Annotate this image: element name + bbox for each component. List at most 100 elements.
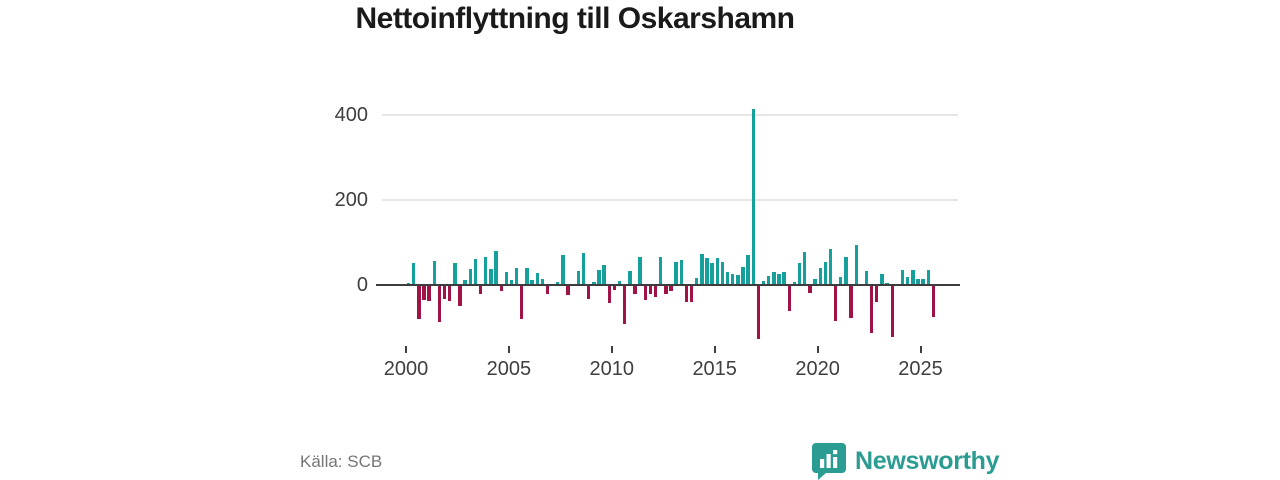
- bar-q97: [905, 276, 910, 285]
- chart-title: Nettoinflyttning till Oskarshamn: [355, 2, 795, 35]
- bar-q49: [659, 256, 663, 285]
- bar-q55: [689, 285, 694, 302]
- x-tick-2025: [919, 346, 922, 353]
- bar-q70: [767, 275, 771, 285]
- gridline-y400: [382, 114, 958, 116]
- gridline-y200: [382, 199, 958, 201]
- bar-q68: [756, 285, 761, 340]
- bar-q64: [736, 274, 740, 285]
- bar-q7: [442, 285, 447, 300]
- bar-q87: [854, 245, 858, 285]
- bar-q14: [478, 285, 483, 294]
- bar-q48: [653, 285, 658, 298]
- bar-q29: [556, 281, 560, 285]
- bar-q35: [586, 285, 591, 299]
- x-tick-2000: [405, 346, 407, 353]
- bar-q72: [777, 273, 781, 285]
- bar-q36: [592, 281, 596, 285]
- bar-q81: [823, 261, 828, 285]
- bar-q1: [412, 262, 416, 285]
- bar-q21: [514, 268, 519, 285]
- bar-q67: [751, 108, 755, 285]
- bar-q43: [628, 271, 632, 285]
- newsworthy-logo-icon: [812, 442, 846, 480]
- bar-q34: [581, 253, 586, 285]
- bar-q56: [695, 277, 699, 285]
- bar-q17: [494, 250, 498, 285]
- bar-q53: [679, 260, 683, 285]
- bar-q37: [597, 269, 601, 285]
- bar-q0: [406, 282, 411, 285]
- bar-q47: [648, 285, 653, 294]
- bar-q93: [885, 282, 889, 285]
- x-axis-label-2025: 2025: [898, 358, 943, 380]
- x-tick-2010: [610, 346, 613, 353]
- bar-q46: [643, 285, 647, 301]
- bar-q54: [684, 285, 689, 303]
- bar-q24: [530, 279, 534, 285]
- bar-q10: [458, 285, 462, 306]
- bar-q84: [839, 276, 843, 285]
- bar-q15: [484, 256, 488, 285]
- y-axis-label-400: 400: [334, 104, 368, 126]
- bar-q23: [525, 268, 529, 285]
- bar-q2: [417, 285, 421, 319]
- bar-q22: [520, 285, 524, 319]
- bar-q85: [844, 257, 848, 285]
- y-axis-label-0: 0: [356, 274, 368, 296]
- bar-q11: [463, 279, 467, 285]
- bar-q19: [504, 272, 509, 285]
- bar-q101: [926, 270, 930, 285]
- x-tick-2020: [816, 346, 819, 353]
- bar-q33: [576, 271, 581, 285]
- bar-q8: [448, 285, 452, 302]
- newsworthy-wordmark: Newsworthy: [855, 446, 1000, 475]
- bar-q65: [741, 266, 745, 285]
- bar-q98: [911, 270, 915, 285]
- bar-q96: [900, 270, 905, 285]
- bar-q91: [875, 285, 879, 302]
- bar-q82: [828, 248, 833, 285]
- bar-q62: [725, 271, 730, 285]
- bar-q76: [797, 262, 802, 285]
- bar-q12: [468, 268, 473, 285]
- bar-q63: [731, 273, 735, 285]
- bar-q77: [803, 251, 807, 285]
- bar-q25: [535, 273, 539, 285]
- bar-q57: [700, 254, 704, 285]
- bar-q78: [808, 285, 812, 293]
- bar-q69: [761, 280, 766, 285]
- bar-q26: [540, 279, 545, 285]
- bar-q13: [473, 258, 478, 285]
- bar-q100: [921, 278, 925, 285]
- bar-q5: [432, 260, 437, 285]
- bar-q66: [746, 255, 750, 285]
- bar-q86: [849, 285, 853, 318]
- bar-q58: [705, 258, 709, 285]
- bar-q52: [674, 262, 678, 285]
- bar-q41: [617, 280, 622, 285]
- zero-axis-line: [376, 284, 960, 286]
- bar-q71: [772, 272, 776, 285]
- bar-q9: [453, 263, 457, 285]
- bar-q39: [607, 285, 611, 304]
- y-axis-label-200: 200: [334, 189, 368, 211]
- bar-q44: [633, 285, 637, 294]
- bar-q99: [916, 278, 920, 285]
- bar-q3: [422, 285, 426, 300]
- bar-q6: [437, 285, 442, 323]
- bar-q59: [710, 263, 714, 285]
- x-tick-2015: [713, 346, 716, 353]
- newsworthy-logo-link[interactable]: Newsworthy: [812, 442, 1000, 480]
- bar-q83: [833, 285, 838, 322]
- x-axis-label-2015: 2015: [692, 358, 737, 380]
- bar-q80: [818, 268, 822, 285]
- bar-q51: [669, 285, 673, 292]
- bar-q42: [622, 285, 627, 324]
- bar-q18: [499, 285, 503, 291]
- bar-q50: [664, 285, 668, 294]
- bar-q31: [566, 285, 570, 296]
- x-axis-label-2000: 2000: [383, 358, 429, 380]
- bar-q27: [545, 285, 550, 295]
